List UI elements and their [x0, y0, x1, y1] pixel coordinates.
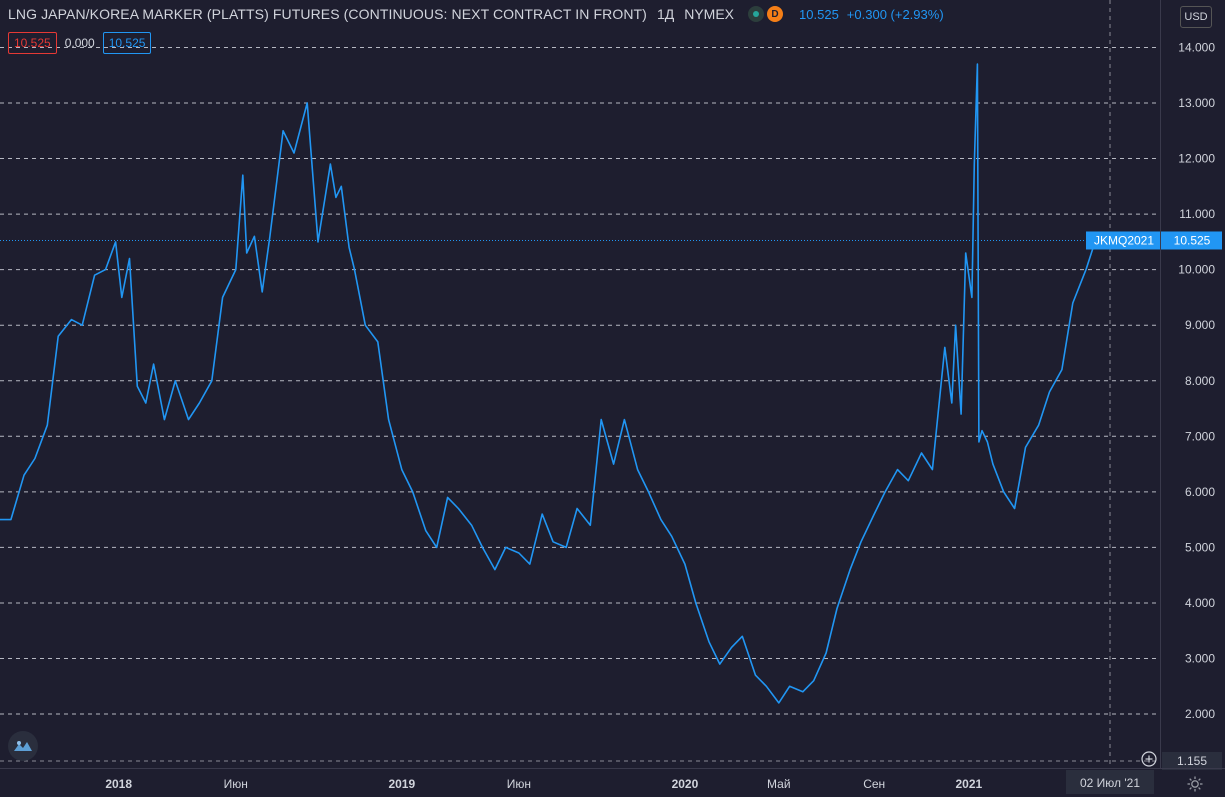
last-price: 10.525	[799, 6, 839, 22]
series-line	[0, 63, 1111, 704]
price-tick-label: 6.000	[1185, 485, 1215, 499]
settings-gear-icon[interactable]	[1186, 775, 1204, 793]
crosshair-price-label-bg	[1162, 752, 1222, 770]
time-tick-label: 2020	[672, 777, 699, 791]
time-tick-label: Май	[767, 777, 791, 791]
price-labels: JKMQ2021 10.525 1.155 02 Июл '21	[1066, 231, 1222, 794]
time-tick-label: Сен	[863, 777, 885, 791]
crosshair	[0, 0, 1160, 768]
price-tick-label: 3.000	[1185, 652, 1215, 666]
time-axis-ticks: 2018 Июн 2019 Июн 2020 Май Сен 2021	[105, 777, 982, 791]
price-tick-label: 10.000	[1178, 263, 1215, 277]
price-tick-label: 2.000	[1185, 707, 1215, 721]
crosshair-date-label-bg	[1066, 770, 1154, 794]
time-tick-label: Июн	[224, 777, 248, 791]
time-axis[interactable]	[0, 768, 1225, 797]
price-axis-ticks: 2.000 3.000 4.000 5.000 6.000 7.000 8.000 9.000…	[1178, 40, 1215, 721]
last-price-axis-label: 10.525	[1174, 233, 1211, 247]
time-tick-label: 2021	[955, 777, 982, 791]
tradingview-logo-icon[interactable]	[8, 731, 38, 761]
buy-price-box[interactable]: 10.525	[102, 32, 152, 54]
sell-price-box[interactable]: 10.525	[8, 32, 57, 54]
time-tick-label: 2018	[105, 777, 132, 791]
crosshair-price-label: 1.155	[1177, 754, 1207, 768]
price-axis[interactable]	[1160, 0, 1225, 768]
interval-label[interactable]: 1Д	[656, 6, 675, 22]
add-plus-icon[interactable]	[1141, 751, 1157, 767]
time-tick-label: Июн	[507, 777, 531, 791]
price-tick-label: 12.000	[1178, 152, 1215, 166]
status-badges: D	[748, 6, 784, 22]
price-tick-label: 14.000	[1178, 40, 1215, 54]
symbol-header: LNG JAPAN/KOREA MARKER (PLATTS) FUTURES …	[8, 6, 944, 22]
price-tick-label: 9.000	[1185, 318, 1215, 332]
currency-selector[interactable]: USD	[1180, 6, 1212, 28]
symbol-price-label-bg	[1086, 231, 1162, 250]
symbol-title[interactable]: LNG JAPAN/KOREA MARKER (PLATTS) FUTURES …	[8, 6, 647, 22]
price-tick-label: 5.000	[1185, 540, 1215, 554]
symbol-price-label: JKMQ2021	[1094, 233, 1154, 247]
exchange-label: NYMEX	[684, 6, 735, 22]
market-status-icon[interactable]	[748, 6, 765, 22]
ohlc-values: 10.525 0.000 10.525	[8, 32, 152, 54]
price-series	[0, 63, 1111, 704]
time-tick-label: 2019	[388, 777, 415, 791]
price-tick-label: 11.000	[1179, 207, 1215, 221]
price-change: +0.300 (+2.93%)	[846, 6, 944, 22]
crosshair-date-label: 02 Июл '21	[1080, 776, 1140, 790]
last-price-axis-label-bg	[1162, 231, 1222, 250]
price-tick-label: 13.000	[1178, 96, 1215, 110]
price-tick-label: 7.000	[1185, 429, 1215, 443]
grid-lines	[0, 46, 1160, 715]
price-tick-label: 4.000	[1185, 596, 1215, 610]
price-tick-label: 8.000	[1185, 374, 1215, 388]
spread-value: 0.000	[64, 36, 95, 50]
delayed-data-badge[interactable]: D	[767, 6, 784, 22]
